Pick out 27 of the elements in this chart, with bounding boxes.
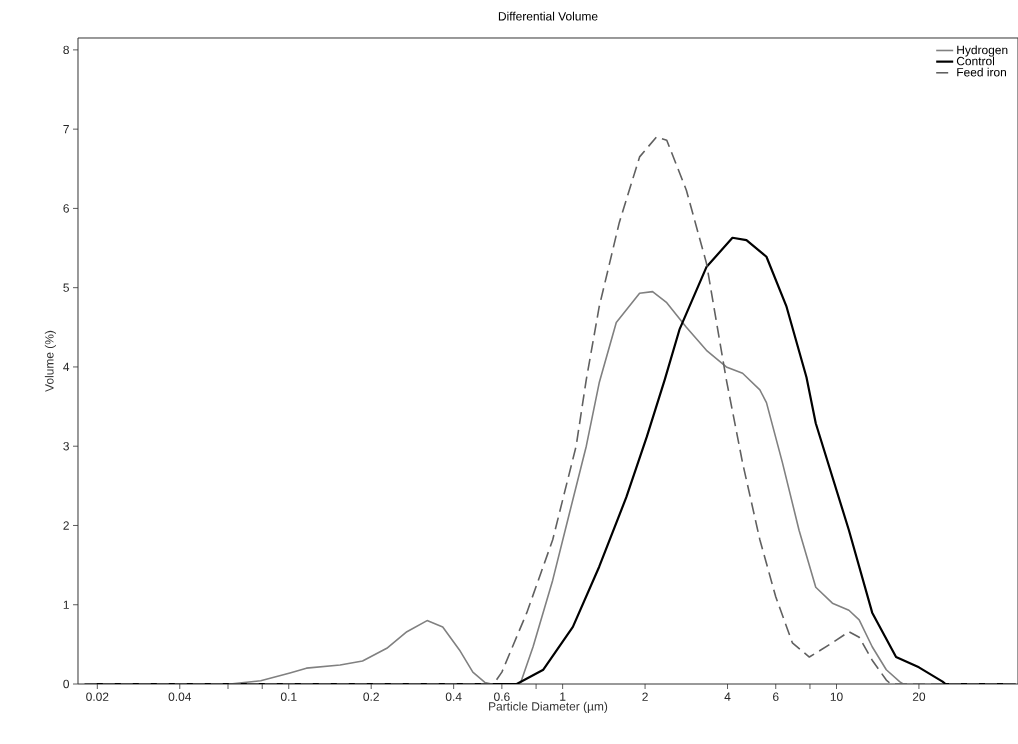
y-tick-label: 8 — [63, 45, 69, 55]
x-tick-label: 0.4 — [445, 692, 462, 701]
x-axis-title: Particle Diameter (µm) — [489, 701, 608, 713]
legend-label: Control — [956, 56, 995, 66]
legend-label: Feed iron — [957, 67, 1006, 77]
chart-title: Differential Volume — [498, 11, 598, 21]
x-tick-label: 2 — [642, 692, 648, 701]
y-tick-label: 2 — [63, 521, 69, 530]
x-tick-label: 10 — [830, 692, 843, 701]
y-axis-title: Volume (%) — [44, 330, 56, 392]
y-tick-label: 3 — [63, 441, 69, 451]
x-tick-label: 0.2 — [363, 692, 379, 701]
y-tick-label: 1 — [63, 600, 69, 609]
x-tick-label: 0.1 — [280, 692, 297, 701]
x-tick-label: 1 — [560, 692, 566, 701]
x-tick-label: 4 — [724, 692, 731, 701]
x-tick-label: 0.02 — [86, 692, 109, 701]
legend-label: Hydrogen — [957, 45, 1008, 57]
y-tick-label: 5 — [63, 283, 69, 292]
x-tick-label: 0.04 — [168, 692, 192, 701]
y-tick-label: 4 — [63, 362, 70, 372]
x-tick-label: 6 — [773, 692, 779, 701]
y-tick-label: 6 — [63, 204, 69, 213]
y-tick-label: 7 — [63, 125, 69, 134]
y-tick-label: 0 — [63, 679, 70, 689]
x-tick-label: 20 — [912, 692, 926, 701]
x-tick-label: 0.6 — [494, 692, 510, 701]
